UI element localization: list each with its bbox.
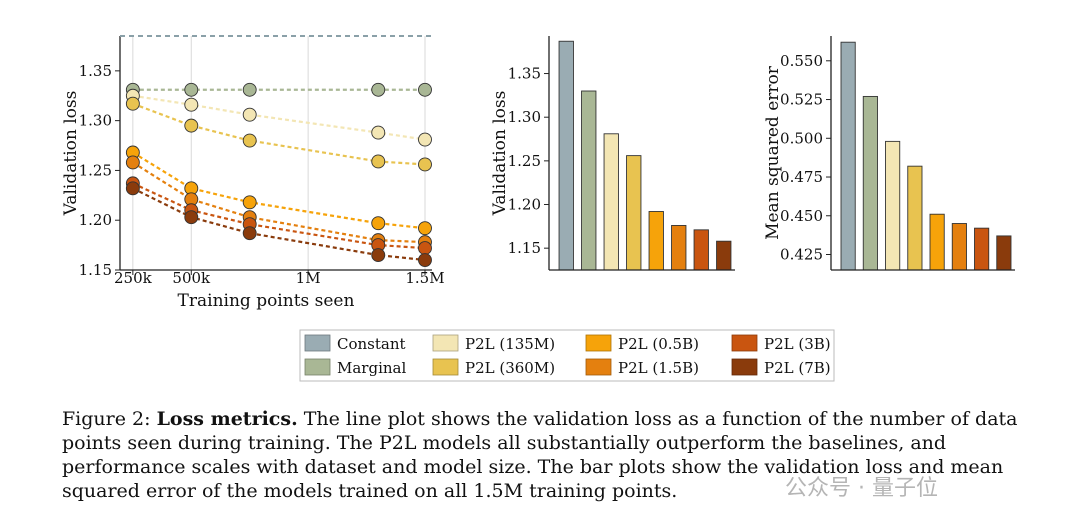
data-point-p2l-360m bbox=[125, 96, 140, 111]
data-point-p2l-0-5b bbox=[242, 195, 257, 210]
bar-p2l-360m bbox=[907, 165, 923, 271]
y-tick-label: 1.20 bbox=[79, 211, 112, 229]
bar-p2l-3b bbox=[693, 229, 709, 271]
data-point-p2l-360m bbox=[418, 157, 432, 172]
bar-p2l-1-5b bbox=[671, 225, 687, 271]
legend-label-p2l-360m: P2L (360M) bbox=[465, 359, 555, 377]
caption-text: The line plot shows the validation loss … bbox=[62, 408, 1018, 502]
series-line-p2l-3b bbox=[132, 182, 426, 250]
x-tick-label: 1M bbox=[296, 269, 321, 287]
data-point-marginal bbox=[371, 82, 386, 97]
legend-swatch-marginal bbox=[304, 358, 331, 376]
legend-label-constant: Constant bbox=[337, 335, 406, 353]
data-point-p2l-0-5b bbox=[418, 221, 432, 236]
bar-p2l-135m bbox=[885, 140, 901, 271]
x-axis-label: Training points seen bbox=[178, 291, 355, 311]
bar-marginal bbox=[862, 95, 878, 271]
data-point-marginal bbox=[418, 82, 432, 97]
data-point-p2l-360m bbox=[242, 133, 257, 148]
y-tick-label: 1.15 bbox=[79, 261, 112, 279]
legend-swatch-p2l-135m bbox=[432, 334, 459, 352]
data-point-p2l-135m bbox=[184, 97, 199, 112]
y-tick-label: 0.525 bbox=[780, 91, 823, 109]
legend: Constant P2L (135M) P2L (0.5B) P2L (3B) Marg… bbox=[299, 329, 835, 382]
data-point-p2l-7b bbox=[184, 210, 199, 225]
bar-p2l-3b bbox=[974, 227, 990, 271]
data-point-p2l-7b bbox=[125, 181, 140, 196]
legend-swatch-p2l-1-5b bbox=[585, 358, 612, 376]
y-tick-label: 1.20 bbox=[508, 196, 541, 214]
legend-swatch-p2l-360m bbox=[432, 358, 459, 376]
legend-swatch-constant bbox=[304, 334, 331, 352]
bar-p2l-1-5b bbox=[951, 223, 967, 271]
y-tick-label: 0.450 bbox=[780, 207, 823, 225]
series-line-p2l-7b bbox=[132, 187, 426, 262]
data-point-p2l-135m bbox=[242, 107, 257, 122]
bar-chart-validation-loss: 1.15 1.20 1.25 1.30 1.35 Validation loss bbox=[490, 36, 735, 271]
y-tick-label: 0.550 bbox=[780, 52, 823, 70]
y-axis-label: Mean squared error bbox=[763, 65, 783, 240]
data-point-marginal bbox=[184, 82, 199, 97]
data-point-p2l-360m bbox=[371, 154, 386, 169]
legend-label-p2l-7b: P2L (7B) bbox=[764, 359, 831, 377]
legend-swatch-p2l-7b bbox=[731, 358, 758, 376]
y-tick-label: 1.35 bbox=[79, 62, 112, 80]
bar-constant bbox=[840, 41, 856, 271]
bar-p2l-0-5b bbox=[648, 211, 664, 271]
legend-label-p2l-135m: P2L (135M) bbox=[465, 335, 555, 353]
y-tick-label: 0.425 bbox=[780, 246, 823, 264]
y-tick-label: 0.475 bbox=[780, 168, 823, 186]
bar-p2l-7b bbox=[996, 235, 1012, 271]
bar-marginal bbox=[581, 90, 597, 271]
y-tick-label: 1.25 bbox=[508, 152, 541, 170]
y-axis-label: Validation loss bbox=[61, 91, 81, 217]
figure: 1.15 1.20 1.25 1.30 1.35 250k 500k 1M 1.5M Traini… bbox=[61, 35, 1015, 382]
bar-p2l-360m bbox=[626, 155, 642, 271]
x-tick-label: 250k bbox=[114, 269, 153, 287]
data-point-p2l-360m bbox=[184, 118, 199, 133]
data-point-p2l-0-5b bbox=[371, 216, 386, 231]
data-point-p2l-7b bbox=[371, 248, 386, 263]
bar-p2l-135m bbox=[603, 133, 619, 271]
y-tick-label: 1.30 bbox=[79, 112, 112, 130]
data-point-marginal bbox=[242, 82, 257, 97]
legend-swatch-p2l-3b bbox=[731, 334, 758, 352]
bar-p2l-0-5b bbox=[929, 213, 945, 271]
data-point-p2l-7b bbox=[418, 253, 432, 267]
x-tick-label: 500k bbox=[172, 269, 211, 287]
y-tick-label: 1.30 bbox=[508, 108, 541, 126]
legend-label-p2l-0-5b: P2L (0.5B) bbox=[618, 335, 699, 353]
legend-label-p2l-1-5b: P2L (1.5B) bbox=[618, 359, 699, 377]
data-point-p2l-3b bbox=[418, 241, 432, 256]
line-chart: 1.15 1.20 1.25 1.30 1.35 250k 500k 1M 1.5M Traini… bbox=[61, 35, 445, 311]
bar-p2l-7b bbox=[716, 240, 732, 271]
bar-constant bbox=[558, 40, 574, 271]
data-point-p2l-1-5b bbox=[125, 155, 140, 170]
legend-label-p2l-3b: P2L (3B) bbox=[764, 335, 831, 353]
series-line-p2l-1-5b bbox=[132, 161, 426, 244]
caption-bold: Loss metrics. bbox=[156, 408, 298, 430]
data-point-p2l-135m bbox=[371, 125, 386, 140]
x-tick-label: 1.5M bbox=[405, 269, 444, 287]
y-tick-label: 1.15 bbox=[508, 239, 541, 257]
y-axis-label: Validation loss bbox=[490, 91, 510, 217]
caption-prefix: Figure 2: bbox=[62, 408, 157, 430]
legend-swatch-p2l-0-5b bbox=[585, 334, 612, 352]
y-tick-label: 1.35 bbox=[508, 65, 541, 83]
legend-label-marginal: Marginal bbox=[337, 359, 406, 377]
data-point-p2l-135m bbox=[418, 132, 432, 147]
watermark: 公众号 · 量子位 bbox=[785, 476, 938, 501]
figure-caption: Figure 2: Loss metrics. The line plot sh… bbox=[62, 407, 1022, 503]
y-tick-label: 0.500 bbox=[780, 129, 823, 147]
data-point-p2l-7b bbox=[242, 226, 257, 241]
y-tick-label: 1.25 bbox=[79, 161, 112, 179]
